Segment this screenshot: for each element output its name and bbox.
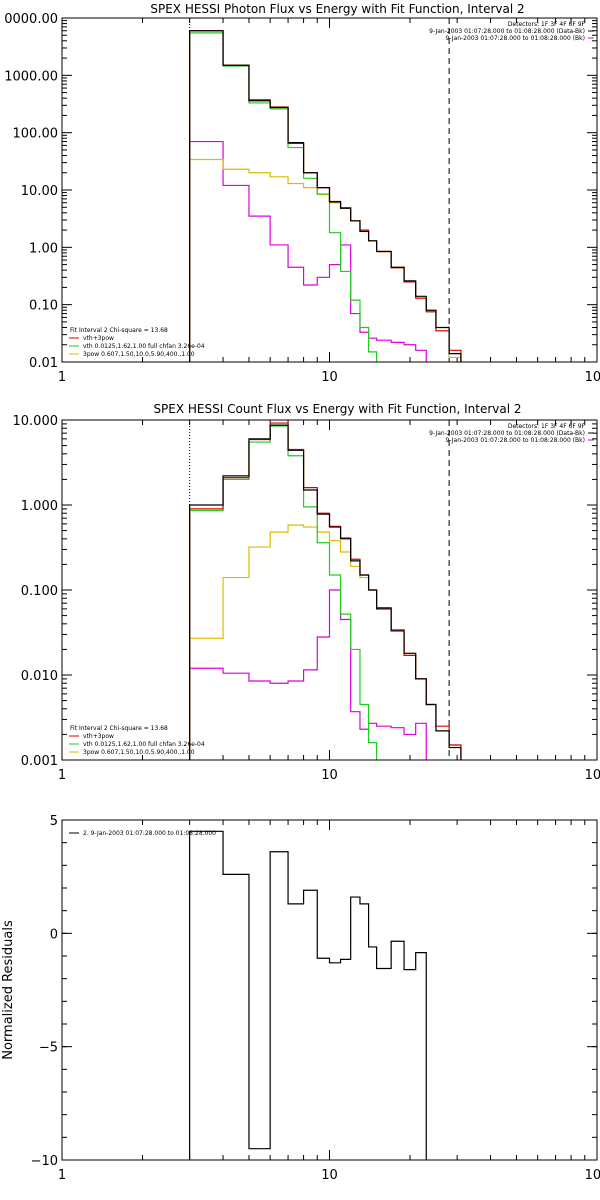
x-tick-label: 10: [321, 370, 338, 385]
legend-entry: vth 0.0125,1.62,1.00 full chfan 3.26e-04: [83, 741, 205, 748]
header-annotation: 9-Jan-2003 01:07:28.000 to 01:08:28.000 …: [429, 430, 585, 437]
header-annotation: 9-Jan-2003 01:07:28.000 to 01:08:28.000 …: [445, 437, 585, 444]
series-2-histogram: [189, 30, 462, 362]
plot-frame: [61, 419, 598, 761]
y-tick-label: 1.000: [21, 499, 58, 514]
x-tick-label: 10: [321, 768, 338, 783]
y-tick-label: 5: [50, 814, 58, 829]
y-tick-label: 0.10: [29, 299, 58, 314]
series-1-histogram: [189, 830, 427, 1160]
y-tick-label: 0000.00: [4, 12, 58, 27]
x-tick-label: 100: [585, 768, 600, 783]
plot-data-area: [189, 420, 462, 760]
legend-entry: 3pow 0.607,1.50,10.0,5.90,400.,1.00: [83, 351, 195, 358]
x-tick-label: 100: [585, 1168, 600, 1183]
x-tick-label: 1: [58, 1168, 66, 1183]
series-4-histogram: [189, 140, 427, 362]
series-5-histogram: [189, 158, 462, 362]
header-annotation: Detectors: 1F 3F 4F 6F 9F: [508, 21, 586, 28]
header-annotation: Detectors: 1F 3F 4F 6F 9F: [508, 423, 586, 430]
series-1-histogram: [189, 424, 462, 760]
x-tick-label: 1: [58, 768, 66, 783]
plot-data-area: [189, 830, 427, 1160]
legend-title: Fit Interval 2 Chi-square = 13.68: [70, 725, 168, 732]
legend-title: Fit Interval 2 Chi-square = 13.68: [70, 327, 168, 334]
chart-panel-3: Normalized Residuals 1 10 100 −10 −5 0 5 2. 9-Ja…: [1, 814, 600, 1183]
x-tick-label: 1: [58, 370, 66, 385]
y-tick-label: 0.010: [21, 669, 58, 684]
series-5-histogram: [189, 524, 462, 760]
y-tick-label: 0.001: [21, 754, 58, 769]
header-annotation: 9-Jan-2003 01:07:28.000 to 01:08:28.000 …: [445, 35, 585, 42]
x-tick-label: 100: [585, 370, 600, 385]
y-tick-label: −5: [39, 1041, 58, 1056]
chart-title: SPEX HESSI Photon Flux vs Energy with Fi…: [150, 2, 524, 16]
y-tick-label: 1000.00: [4, 69, 58, 84]
series-1-histogram: [189, 30, 462, 362]
y-tick-label: 100.00: [13, 127, 59, 142]
legend-entry: vth 0.0125,1.62,1.00 full chfan 3.26e-04: [83, 343, 205, 350]
y-tick-label: 0: [50, 927, 58, 942]
legend-entry: 3pow 0.607,1.50,10.0,5.90,400.,1.00: [83, 749, 195, 756]
plot-frame: [61, 819, 598, 1161]
y-tick-label: 1.00: [29, 241, 58, 256]
x-tick-label: 10: [321, 1168, 338, 1183]
y-tick-label: 10.00: [21, 184, 58, 199]
y-tick-label: 10.000: [13, 414, 59, 429]
y-axis-label: Normalized Residuals: [1, 920, 16, 1060]
y-tick-label: −10: [31, 1154, 58, 1169]
chart-panel-2: SPEX HESSI Count Flux vs Energy with Fit…: [13, 402, 600, 783]
y-tick-label: 0.100: [21, 584, 58, 599]
legend-entry: vth+3pow: [83, 335, 114, 342]
series-3-histogram: [189, 32, 378, 362]
legend-entry: vth+3pow: [83, 733, 114, 740]
y-tick-label: 0.01: [29, 356, 58, 371]
chart-panel-1: SPEX HESSI Photon Flux vs Energy with Fi…: [4, 2, 600, 385]
series-3-histogram: [189, 425, 378, 760]
header-annotation: 9-Jan-2003 01:07:28.000 to 01:08:28.000 …: [429, 28, 585, 35]
plot-data-area: [189, 18, 462, 362]
chart-title: SPEX HESSI Count Flux vs Energy with Fit…: [153, 402, 521, 416]
plot-frame: [61, 17, 598, 363]
legend-entry: 2. 9-Jan-2003 01:07:28.000 to 01:08:28.0…: [83, 830, 216, 837]
